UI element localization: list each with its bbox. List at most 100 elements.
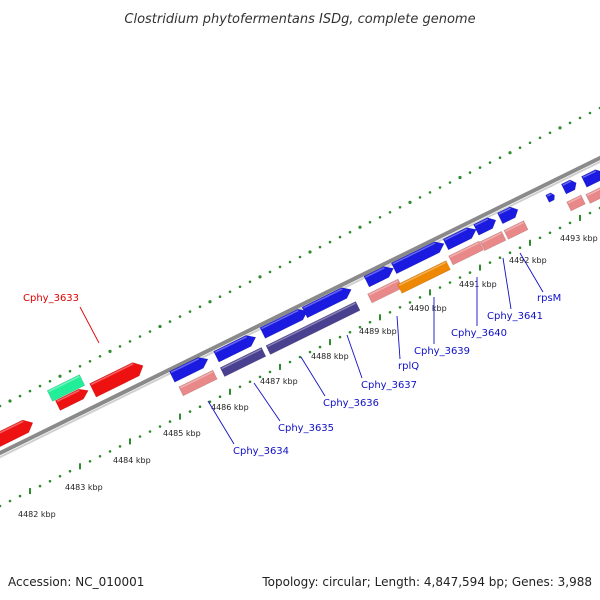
feature-highlight — [221, 348, 262, 370]
gene-feature — [178, 369, 218, 397]
cds-arrow — [390, 241, 445, 275]
inner-minor-tick — [558, 226, 562, 230]
cds-arrow — [301, 287, 352, 319]
outer-tick — [168, 320, 172, 323]
outer-tick — [108, 349, 112, 353]
inner-minor-tick — [198, 405, 202, 409]
gene-feature — [390, 241, 445, 275]
outer-tick — [428, 191, 432, 194]
feature-highlight — [56, 389, 80, 403]
feature-track — [0, 169, 600, 448]
feature-highlight — [449, 242, 480, 258]
outer-tick — [28, 389, 32, 393]
gene-label: rpsM — [537, 293, 561, 304]
outer-tick — [138, 335, 142, 338]
gene-feature — [479, 230, 507, 252]
outer-tick — [218, 295, 222, 299]
inner-minor-tick — [258, 375, 262, 379]
outer-tick — [578, 116, 582, 120]
outer-tick — [568, 121, 572, 125]
outer-tick — [98, 355, 102, 358]
outer-tick — [8, 399, 12, 403]
inner-minor-tick — [398, 306, 402, 309]
inner-minor-tick — [108, 450, 112, 453]
scale-label: 4493 kbp — [560, 234, 598, 243]
label-leader-line — [346, 334, 363, 379]
inner-minor-tick — [68, 469, 72, 473]
outer-tick — [228, 290, 232, 294]
outer-tick — [288, 260, 292, 264]
gene-feature — [545, 192, 555, 203]
inner-minor-tick — [18, 494, 22, 498]
gene-feature — [259, 308, 308, 339]
outer-tick — [248, 280, 252, 284]
feature-highlight — [267, 302, 356, 348]
outer-tick — [378, 216, 382, 219]
cds-arrow — [496, 206, 519, 225]
cds-arrow — [0, 419, 34, 448]
gene-feature — [219, 346, 267, 378]
backbone-shadow — [0, 160, 600, 459]
feature-highlight — [48, 375, 80, 393]
inner-minor-tick — [38, 484, 42, 488]
inner-minor-tick — [188, 410, 192, 413]
scale-label: 4486 kbp — [211, 403, 249, 412]
outer-tick — [118, 345, 122, 348]
label-leader-line — [207, 400, 235, 445]
gene-feature — [265, 301, 361, 355]
feature-block — [479, 230, 507, 252]
outer-tick — [158, 324, 162, 329]
gene-label: Cphy_3636 — [323, 398, 379, 409]
accession-text: Accession: NC_010001 — [8, 575, 144, 589]
feature-highlight — [562, 180, 572, 186]
feature-block — [566, 194, 586, 212]
outer-tick — [538, 136, 542, 140]
label-leader-line — [300, 356, 326, 397]
inner-tick-track — [0, 206, 600, 508]
inner-minor-tick — [538, 236, 542, 240]
gene-feature — [496, 206, 519, 225]
outer-tick — [518, 146, 522, 149]
feature-highlight — [444, 228, 468, 241]
gene-feature — [448, 240, 484, 266]
inner-minor-tick — [58, 474, 62, 478]
inner-minor-tick — [468, 271, 472, 274]
cds-arrow — [219, 346, 267, 378]
inner-minor-tick — [498, 256, 502, 260]
backbone-line — [0, 155, 600, 456]
feature-highlight — [474, 218, 489, 227]
inner-minor-tick — [408, 301, 412, 304]
label-leader-line — [519, 252, 544, 293]
feature-block — [503, 220, 529, 240]
outer-tick — [38, 384, 42, 388]
gene-feature — [581, 169, 600, 188]
outer-tick — [488, 161, 492, 164]
feature-block — [448, 240, 484, 266]
inner-minor-tick — [288, 360, 292, 364]
gene-feature — [169, 357, 209, 383]
gene-label: Cphy_3634 — [233, 446, 289, 457]
outer-tick — [448, 181, 452, 184]
outer-tick — [508, 151, 512, 155]
inner-minor-tick — [248, 380, 252, 384]
inner-minor-tick — [458, 276, 462, 279]
outer-tick — [18, 394, 22, 398]
scale-label: 4484 kbp — [113, 456, 151, 465]
feature-highlight — [170, 357, 200, 374]
feature-highlight — [0, 420, 24, 437]
outer-tick — [458, 175, 462, 180]
inner-minor-tick — [0, 504, 2, 508]
feature-highlight — [498, 207, 511, 215]
feature-highlight — [586, 187, 600, 197]
cds-arrow — [363, 266, 394, 288]
gene-feature — [397, 260, 451, 294]
inner-minor-tick — [488, 261, 492, 264]
label-leader-line — [502, 257, 512, 310]
outer-tick — [318, 245, 322, 249]
gene-feature — [54, 388, 89, 411]
gene-label: Cphy_3640 — [451, 328, 507, 339]
outer-tick — [408, 200, 412, 204]
inner-minor-tick — [218, 395, 222, 399]
inner-minor-tick — [318, 345, 322, 349]
outer-tick — [548, 131, 552, 135]
